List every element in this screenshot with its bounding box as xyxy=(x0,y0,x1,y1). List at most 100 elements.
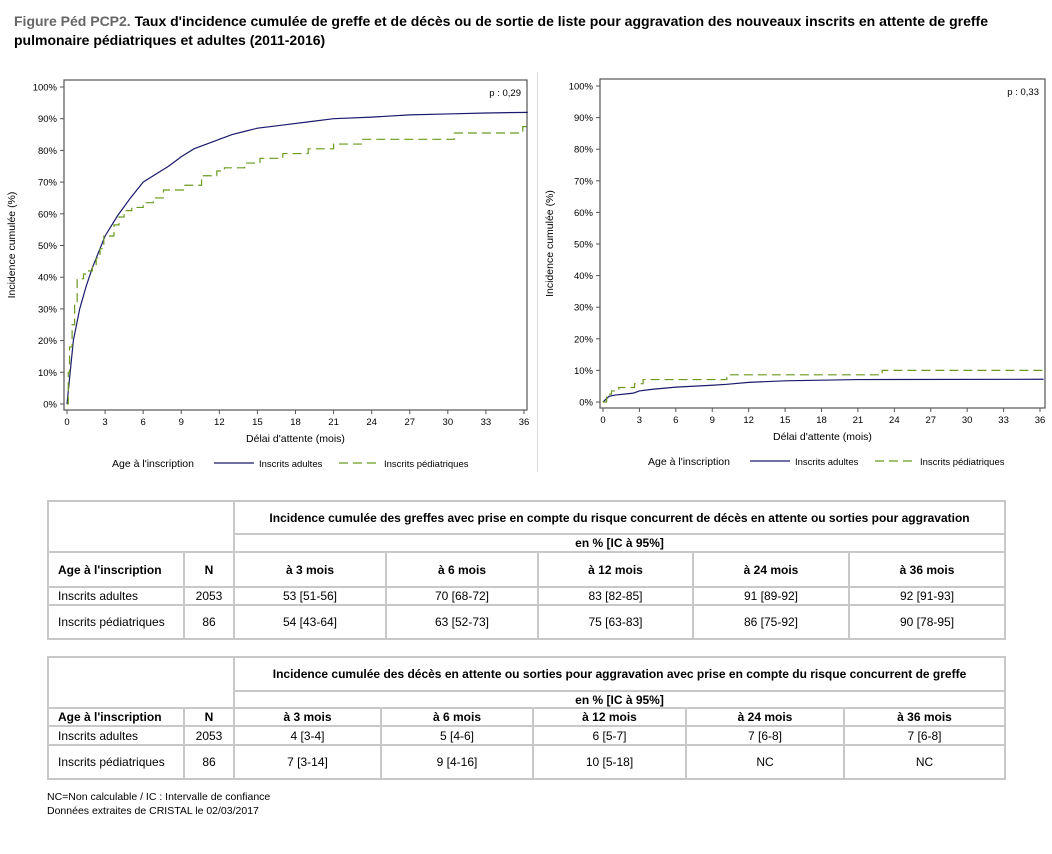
x-tick-label: 12 xyxy=(743,415,754,426)
series-line-adults xyxy=(602,378,1044,403)
x-tick-label: 9 xyxy=(710,415,715,426)
x-tick-label: 12 xyxy=(214,417,225,428)
series-line-pediatric xyxy=(67,126,528,405)
column-header: à 6 mois xyxy=(380,707,534,727)
chart-divider xyxy=(537,72,538,472)
legend-label: Inscrits adultes xyxy=(795,457,859,468)
cell: 7 [6-8] xyxy=(842,725,1007,746)
y-tick-label: 80% xyxy=(38,146,58,157)
cell: 10 [5-18] xyxy=(532,744,687,780)
y-tick-label: 30% xyxy=(574,303,594,314)
x-tick-label: 21 xyxy=(853,415,864,426)
x-tick-label: 36 xyxy=(519,417,530,428)
y-tick-label: 100% xyxy=(33,83,58,94)
cell: 7 [3-14] xyxy=(233,744,382,780)
x-tick-label: 24 xyxy=(889,415,900,426)
cell: 2053 xyxy=(183,586,235,606)
x-tick-label: 27 xyxy=(925,415,936,426)
column-header: à 36 mois xyxy=(842,707,1007,727)
cell: NC xyxy=(685,744,845,780)
x-tick-label: 6 xyxy=(673,415,678,426)
table-corner xyxy=(47,500,235,553)
legend-label: Inscrits pédiatriques xyxy=(384,459,469,470)
y-tick-label: 10% xyxy=(38,368,58,379)
cell: 86 xyxy=(183,744,235,780)
x-tick-label: 30 xyxy=(443,417,454,428)
cell: Inscrits pédiatriques xyxy=(47,604,185,640)
cell: 92 [91-93] xyxy=(847,586,1007,606)
cell: 86 [75-92] xyxy=(692,604,850,640)
plot-frame xyxy=(599,78,1046,409)
y-tick-label: 70% xyxy=(38,178,58,189)
y-tick-label: 0% xyxy=(579,398,593,409)
column-header: à 3 mois xyxy=(233,707,382,727)
y-axis-label: Incidence cumulée (%) xyxy=(544,190,556,297)
y-tick-label: 60% xyxy=(38,209,58,220)
p-value-annotation: p : 0,29 xyxy=(489,88,521,99)
x-tick-label: 3 xyxy=(102,417,107,428)
footnote: NC=Non calculable / IC : Intervalle de c… xyxy=(47,791,271,803)
y-tick-label: 70% xyxy=(574,176,594,187)
y-axis-label: Incidence cumulée (%) xyxy=(6,192,18,299)
column-header: Age à l'inscription xyxy=(47,707,185,727)
table-row: Inscrits adultes 2053 53 [51-56] 70 [68-… xyxy=(47,586,1007,606)
column-header: N xyxy=(183,551,235,588)
y-tick-label: 0% xyxy=(43,400,57,411)
y-tick-label: 10% xyxy=(574,366,594,377)
y-tick-label: 50% xyxy=(574,240,594,251)
cell: 53 [51-56] xyxy=(233,586,387,606)
table-corner xyxy=(47,656,235,709)
legend-title: Age à l'inscription xyxy=(648,456,730,468)
y-tick-label: 90% xyxy=(38,114,58,125)
x-axis-label: Délai d'attente (mois) xyxy=(773,431,872,443)
y-tick-label: 50% xyxy=(38,241,58,252)
y-tick-label: 20% xyxy=(38,336,58,347)
series-line-adults xyxy=(66,111,528,405)
figure-title-text: Taux d'incidence cumulée de greffe et de… xyxy=(14,13,989,48)
cell: NC xyxy=(842,744,1007,780)
legend-label: Inscrits adultes xyxy=(259,459,323,470)
y-tick-label: 40% xyxy=(574,271,594,282)
x-tick-label: 0 xyxy=(600,415,605,426)
cell: 2053 xyxy=(183,725,235,746)
table-deces: Incidence cumulée des décès en attente o… xyxy=(47,656,1007,780)
cell: 63 [52-73] xyxy=(385,604,539,640)
x-tick-label: 3 xyxy=(637,415,642,426)
table-header: Incidence cumulée des décès en attente o… xyxy=(232,656,1007,692)
x-tick-label: 6 xyxy=(141,417,146,428)
table-row: Inscrits adultes 2053 4 [3-4] 5 [4-6] 6 … xyxy=(47,725,1007,746)
cell: Inscrits adultes xyxy=(47,725,185,746)
x-tick-label: 33 xyxy=(998,415,1009,426)
table-row: Inscrits pédiatriques 86 54 [43-64] 63 [… xyxy=(47,604,1007,640)
column-header: à 6 mois xyxy=(385,551,539,588)
legend-label: Inscrits pédiatriques xyxy=(920,457,1005,468)
x-tick-label: 18 xyxy=(290,417,301,428)
cell: 91 [89-92] xyxy=(692,586,850,606)
y-tick-label: 80% xyxy=(574,145,594,156)
column-header: à 12 mois xyxy=(532,707,687,727)
chart-deces: 0%10%20%30%40%50%60%70%80%90%100%0 3 6 9 12 1… xyxy=(544,78,1046,468)
cell: Inscrits pédiatriques xyxy=(47,744,185,780)
x-tick-label: 0 xyxy=(64,417,69,428)
x-tick-label: 30 xyxy=(962,415,973,426)
y-tick-label: 90% xyxy=(574,113,594,124)
column-header: à 36 mois xyxy=(847,551,1007,588)
cell: Inscrits adultes xyxy=(47,586,185,606)
series-line-pediatric xyxy=(603,369,1044,403)
x-tick-label: 21 xyxy=(328,417,339,428)
x-tick-label: 36 xyxy=(1035,415,1046,426)
x-tick-label: 33 xyxy=(481,417,492,428)
y-tick-label: 20% xyxy=(574,334,594,345)
x-tick-label: 24 xyxy=(366,417,377,428)
table-unit: en % [IC à 95%] xyxy=(232,690,1007,709)
x-tick-label: 9 xyxy=(179,417,184,428)
table-header: Incidence cumulée des greffes avec prise… xyxy=(232,500,1007,535)
table-greffes: Incidence cumulée des greffes avec prise… xyxy=(47,500,1007,640)
cell: 83 [82-85] xyxy=(537,586,694,606)
cell: 54 [43-64] xyxy=(233,604,387,640)
footnotes: NC=Non calculable / IC : Intervalle de c… xyxy=(47,790,270,818)
cell: 6 [5-7] xyxy=(532,725,687,746)
column-header: à 12 mois xyxy=(537,551,694,588)
table-row: Inscrits pédiatriques 86 7 [3-14] 9 [4-1… xyxy=(47,744,1007,780)
